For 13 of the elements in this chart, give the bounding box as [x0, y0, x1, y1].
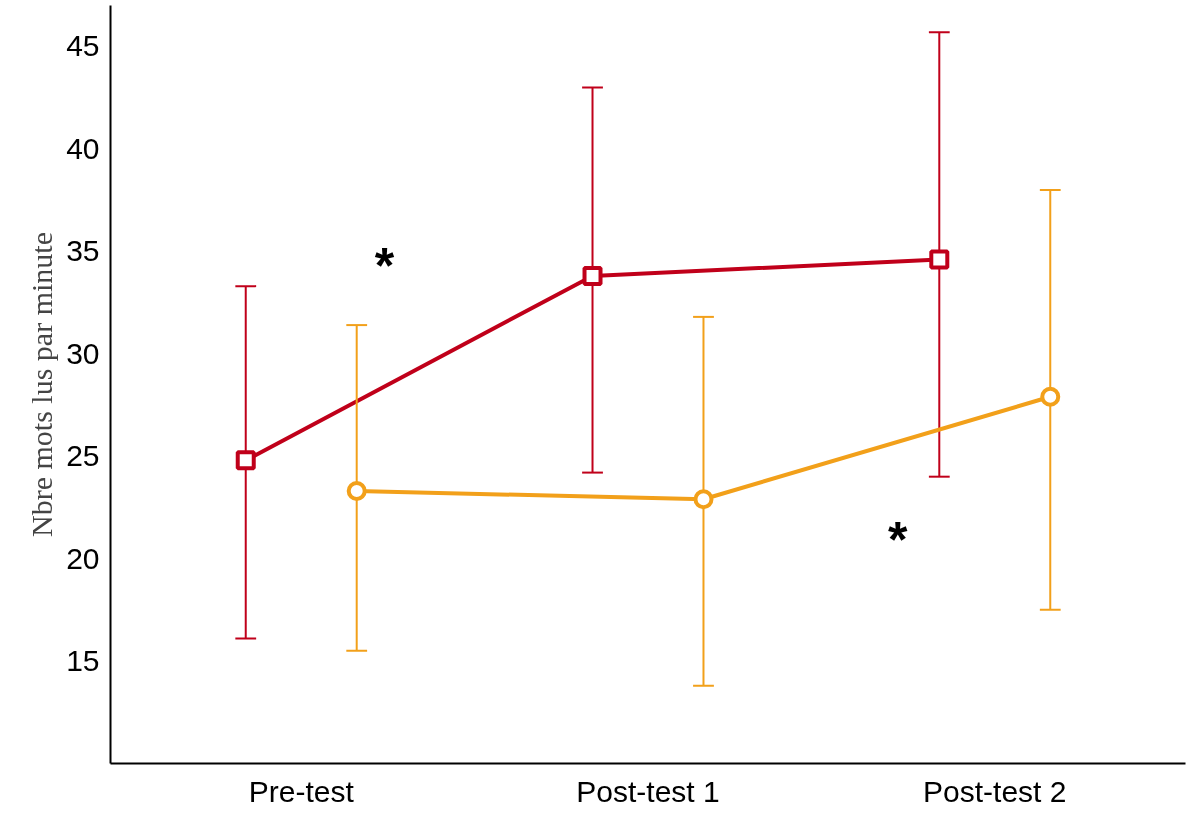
- y-axis-title: Nbre mots lus par minute: [25, 232, 59, 537]
- y-tick-label: 25: [66, 439, 100, 473]
- y-tick-label: 45: [66, 29, 100, 63]
- y-tick-label: 35: [66, 234, 100, 268]
- annotation: *: [887, 512, 908, 569]
- annotation: *: [374, 237, 395, 294]
- y-tick-label: 40: [66, 131, 100, 165]
- y-tick-label: 15: [66, 644, 100, 678]
- x-tick-label: Post-test 1: [576, 774, 720, 808]
- y-tick-label: 30: [66, 336, 100, 370]
- x-tick-label: Pre-test: [248, 774, 355, 808]
- y-tick-label: 20: [66, 541, 100, 575]
- x-tick-label: Post-test 2: [923, 774, 1067, 808]
